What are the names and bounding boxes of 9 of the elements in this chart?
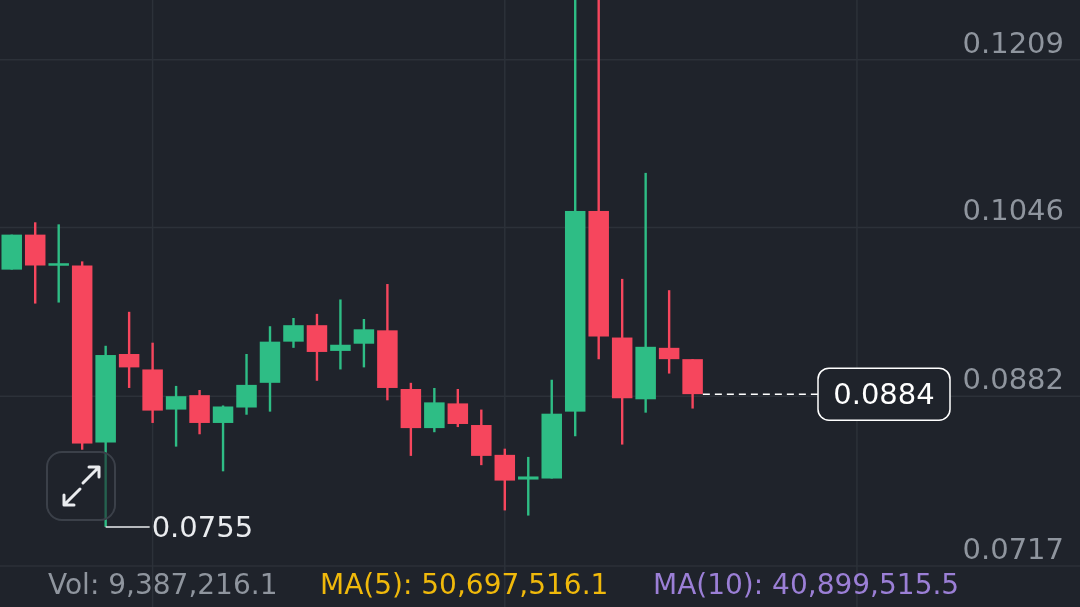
y-tick-label: 0.1209 (962, 25, 1064, 60)
y-tick-label: 0.1046 (962, 193, 1064, 228)
ref-line-label: 0.0884 (833, 377, 935, 412)
y-tick-label: 0.0717 (962, 532, 1064, 566)
text: MA(5): 50,697,516.1 (320, 568, 609, 601)
y-tick-label: 0.0882 (962, 362, 1064, 397)
annotation: 0.0755 (151, 509, 254, 544)
text: MA(10): 40,899,515.5 (653, 568, 960, 601)
text: Vol: 9,387,216.1 (48, 568, 278, 601)
